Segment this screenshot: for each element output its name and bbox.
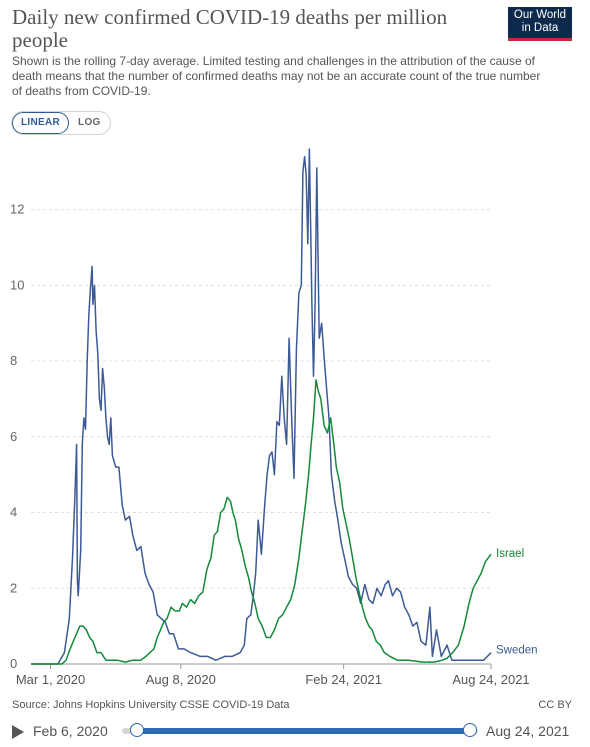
y-tick-label: 0 bbox=[10, 656, 17, 671]
timeline-end-label: Aug 24, 2021 bbox=[486, 723, 570, 739]
line-chart: 0 2 4 6 8 10 12 Mar 1, 2020 Aug 8, 2020 Feb 24, 2… bbox=[10, 148, 538, 687]
linear-scale-button[interactable]: LINEAR bbox=[12, 112, 70, 134]
y-tick-label: 10 bbox=[10, 277, 24, 292]
source-note[interactable]: Source: Johns Hopkins University CSSE CO… bbox=[12, 699, 290, 711]
chart-title: Daily new confirmed COVID-19 deaths per … bbox=[12, 5, 448, 52]
x-tick-label: Mar 1, 2020 bbox=[16, 672, 85, 687]
play-icon[interactable] bbox=[12, 725, 24, 739]
timeline-range bbox=[137, 728, 470, 734]
y-tick-label: 8 bbox=[10, 353, 17, 368]
timeline-start-handle[interactable] bbox=[130, 723, 144, 737]
series-line-israel bbox=[31, 379, 492, 665]
owid-logo[interactable]: Our World in Data bbox=[508, 7, 572, 41]
series-line-sweden bbox=[31, 148, 492, 665]
y-tick-label: 6 bbox=[10, 429, 17, 444]
series-label-israel: Israel bbox=[496, 548, 524, 560]
license-link[interactable]: CC BY bbox=[538, 699, 572, 711]
log-scale-button[interactable]: LOG bbox=[78, 117, 101, 128]
timeline-end-handle[interactable] bbox=[463, 723, 477, 737]
y-tick-label: 2 bbox=[10, 580, 17, 595]
logo-line2: in Data bbox=[521, 22, 559, 34]
scale-toggle: LINEAR LOG bbox=[11, 111, 111, 135]
y-tick-label: 12 bbox=[10, 202, 24, 217]
x-tick-label: Aug 24, 2021 bbox=[452, 672, 529, 687]
x-tick-label: Feb 24, 2021 bbox=[305, 672, 382, 687]
timeline-start-label: Feb 6, 2020 bbox=[33, 723, 108, 739]
x-tick-label: Aug 8, 2020 bbox=[146, 672, 216, 687]
series-label-sweden: Sweden bbox=[496, 645, 538, 657]
y-tick-label: 4 bbox=[10, 505, 17, 520]
chart-subtitle: Shown is the rolling 7-day average. Limi… bbox=[12, 54, 541, 98]
timeline: Feb 6, 2020 Aug 24, 2021 bbox=[0, 718, 590, 744]
logo-line1: Our World bbox=[513, 9, 567, 21]
